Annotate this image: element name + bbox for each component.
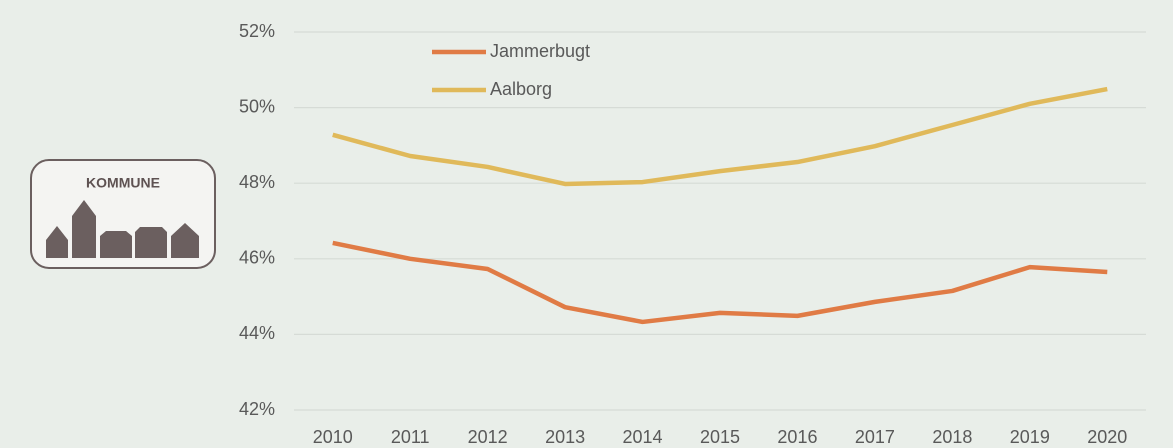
x-tick-label: 2017 (855, 427, 895, 447)
logo: KOMMUNE (30, 159, 216, 269)
x-tick-label: 2020 (1087, 427, 1127, 447)
y-tick-label: 44% (239, 323, 275, 343)
logo-houses (46, 200, 199, 258)
x-tick-label: 2014 (623, 427, 663, 447)
y-tick-label: 52% (239, 21, 275, 41)
y-tick-label: 50% (239, 96, 275, 116)
x-tick-label: 2018 (932, 427, 972, 447)
x-tick-label: 2015 (700, 427, 740, 447)
x-tick-label: 2010 (313, 427, 353, 447)
y-tick-label: 46% (239, 248, 275, 268)
x-tick-label: 2019 (1010, 427, 1050, 447)
x-tick-label: 2012 (468, 427, 508, 447)
y-tick-label: 48% (239, 172, 275, 192)
logo-text: KOMMUNE (86, 175, 160, 191)
x-tick-label: 2011 (391, 427, 430, 447)
legend-label: Jammerbugt (490, 41, 590, 61)
x-tick-label: 2013 (545, 427, 585, 447)
legend-label: Aalborg (490, 79, 552, 99)
series-line (332, 86, 1108, 187)
series-line (332, 240, 1108, 325)
x-tick-label: 2016 (777, 427, 817, 447)
y-tick-label: 42% (239, 399, 275, 419)
